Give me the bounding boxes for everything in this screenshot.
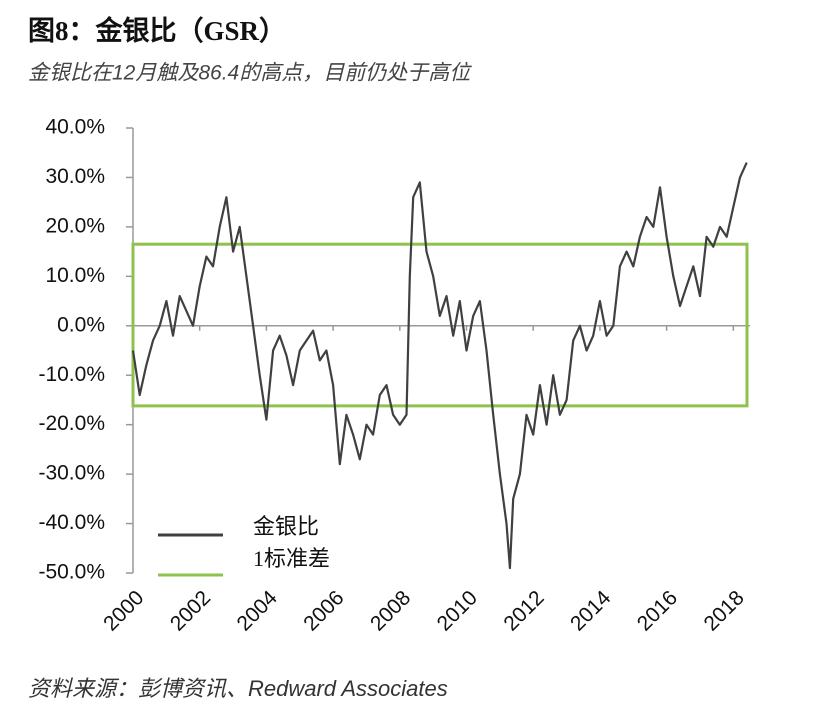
y-tick-label: 0.0% [57, 313, 105, 336]
x-tick-label: 2002 [166, 586, 215, 635]
y-tick-label: -30.0% [38, 462, 105, 485]
x-tick-label: 2004 [233, 586, 283, 636]
std-band [131, 242, 749, 408]
x-tick-label: 2012 [499, 586, 548, 635]
y-tick-label: -40.0% [38, 511, 105, 534]
y-tick-label: 20.0% [45, 214, 105, 237]
y-tick-label: -10.0% [38, 363, 105, 386]
x-tick-label: 2014 [566, 586, 616, 636]
chart-title: 图8：金银比（GSR） [28, 15, 286, 46]
y-tick-label: -20.0% [38, 412, 105, 435]
y-tick-label: 30.0% [45, 165, 105, 188]
y-tick-label: -50.0% [38, 561, 105, 584]
y-tick-label: 10.0% [45, 264, 105, 287]
x-tick-label: 2006 [299, 586, 348, 635]
data-line [131, 162, 748, 570]
chart-subtitle: 金银比在12月触及86.4的高点，目前仍处于高位 [28, 62, 472, 85]
source-note: 资料来源：彭博资讯、Redward Associates [28, 676, 448, 701]
legend-label: 1标准差 [253, 546, 330, 571]
x-tick-label: 2018 [699, 586, 748, 635]
legend-label: 金银比 [253, 514, 319, 539]
x-tick-label: 2010 [433, 586, 482, 635]
y-tick-label: 40.0% [45, 116, 105, 139]
x-tick-label: 2000 [99, 586, 148, 635]
x-tick-label: 2008 [366, 586, 415, 635]
x-tick-label: 2016 [633, 586, 682, 635]
